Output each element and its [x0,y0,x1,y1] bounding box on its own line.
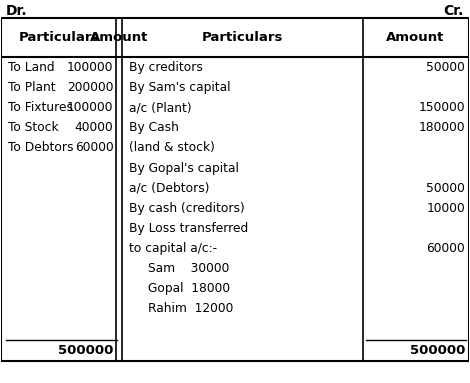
Text: 100000: 100000 [67,101,114,114]
Text: 500000: 500000 [410,344,465,357]
Text: Dr.: Dr. [6,4,28,18]
Text: By Loss transferred: By Loss transferred [129,222,248,235]
Text: (land & stock): (land & stock) [129,141,215,154]
Text: 500000: 500000 [58,344,114,357]
Text: 150000: 150000 [419,101,465,114]
Text: 180000: 180000 [419,121,465,134]
Text: Amount: Amount [386,31,444,44]
Text: Particulars: Particulars [201,31,282,44]
Text: 60000: 60000 [427,242,465,255]
Text: a/c (Debtors): a/c (Debtors) [129,182,210,195]
Text: 10000: 10000 [427,202,465,215]
Bar [1,18,469,361]
Text: 50000: 50000 [426,182,465,195]
Text: 200000: 200000 [67,81,114,94]
Text: By Sam's capital: By Sam's capital [129,81,230,94]
Text: To Stock: To Stock [8,121,59,134]
Text: By Cash: By Cash [129,121,179,134]
Text: 50000: 50000 [426,61,465,74]
Text: Cr.: Cr. [444,4,464,18]
Text: a/c (Plant): a/c (Plant) [129,101,192,114]
Text: Particulars: Particulars [19,31,101,44]
Text: Amount: Amount [90,31,149,44]
Text: By cash (creditors): By cash (creditors) [129,202,245,215]
Text: 60000: 60000 [75,141,114,154]
Text: Rahim  12000: Rahim 12000 [148,302,233,315]
Text: To Plant: To Plant [8,81,56,94]
Text: By Gopal's capital: By Gopal's capital [129,162,239,175]
Text: Gopal  18000: Gopal 18000 [148,282,230,295]
Text: Sam    30000: Sam 30000 [148,262,229,275]
Text: 40000: 40000 [75,121,114,134]
Text: To Land: To Land [8,61,55,74]
Text: To Debtors: To Debtors [8,141,74,154]
Text: 100000: 100000 [67,61,114,74]
Text: To Fixtures: To Fixtures [8,101,73,114]
Text: to capital a/c:-: to capital a/c:- [129,242,217,255]
Text: By creditors: By creditors [129,61,203,74]
